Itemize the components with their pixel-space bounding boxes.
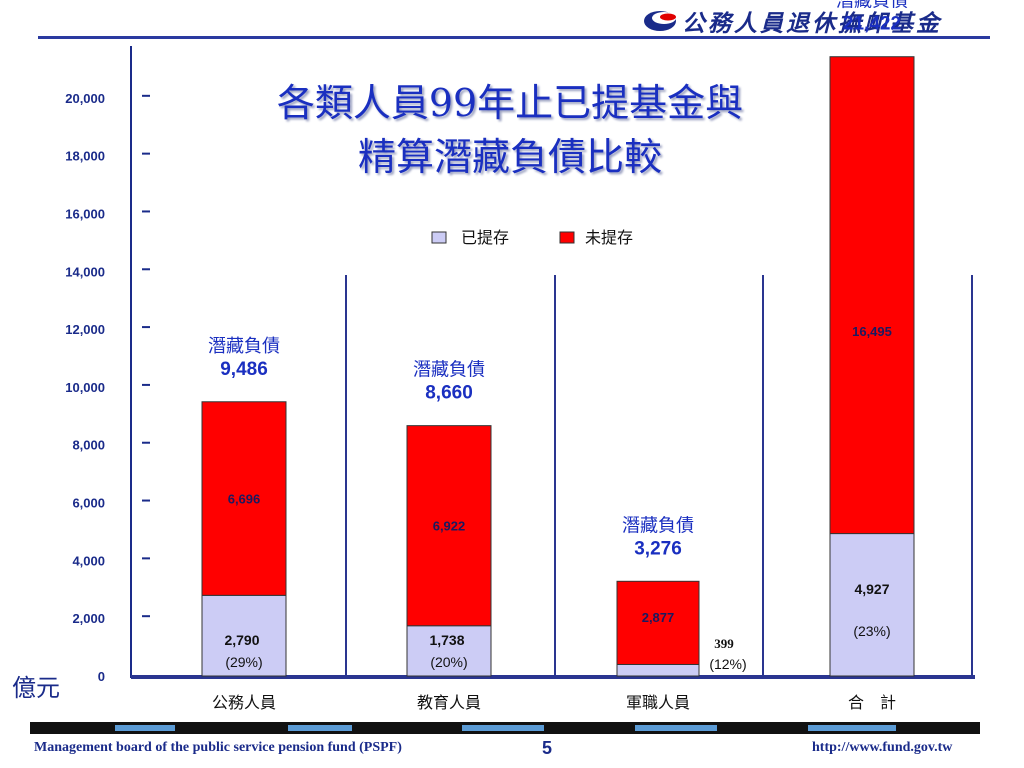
legend-swatch-unfunded [559, 231, 575, 244]
legend-swatch-funded [431, 231, 447, 244]
y-tick-label: 2,000 [72, 611, 105, 626]
total-caption: 潛藏負債 [622, 515, 694, 536]
legend-label-funded: 已提存 [461, 228, 509, 247]
logo-swoosh-icon [644, 11, 676, 31]
y-tick-label: 14,000 [65, 264, 105, 279]
bar-funded-1 [406, 625, 492, 677]
total-caption: 潛藏負債 [836, 0, 908, 12]
page-title: 各類人員99年止已提基金與 精算潛藏負債比較 [170, 76, 850, 184]
y-unit-label: 億元 [12, 674, 60, 702]
funded-pct-label: (29%) [225, 654, 262, 670]
legend-label-unfunded: 未提存 [585, 228, 633, 247]
footer-bar-segment [462, 725, 544, 731]
x-category-label: 軍職人員 [626, 693, 690, 712]
footer-bar-segment [635, 725, 717, 731]
unfunded-value-label: 6,922 [433, 519, 466, 534]
y-tick-label: 16,000 [65, 206, 105, 221]
y-tick-label: 12,000 [65, 322, 105, 337]
y-tick-label: 18,000 [65, 149, 105, 164]
total-caption: 潛藏負債 [208, 336, 280, 357]
x-category-label: 教育人員 [417, 693, 481, 712]
funded-pct-label: (20%) [430, 654, 467, 670]
footer-bar-segment [115, 725, 175, 731]
footer-organization: Management board of the public service p… [34, 740, 402, 755]
total-value: 8,660 [425, 383, 473, 404]
funded-value-label: 4,927 [854, 581, 889, 597]
y-tick-label: 4,000 [72, 553, 105, 568]
footer-bar-segment [808, 725, 896, 731]
bar-funded-2 [616, 663, 700, 677]
total-value: 3,276 [634, 538, 682, 559]
bar-unfunded-0 [201, 401, 287, 596]
page-number: 5 [542, 738, 553, 758]
title-line-1: 各類人員99年止已提基金與 [276, 81, 744, 125]
y-tick-label: 0 [98, 669, 105, 684]
bar-unfunded-3 [829, 56, 915, 535]
title-line-2: 精算潛藏負債比較 [357, 135, 662, 179]
unfunded-value-label: 16,495 [852, 324, 892, 339]
unfunded-value-label: 6,696 [228, 492, 261, 507]
x-category-label: 公務人員 [212, 693, 276, 712]
logo-text: 公務人員退休撫卹基金 [682, 10, 942, 37]
footer-url[interactable]: http://www.fund.gov.tw [812, 740, 953, 755]
bar-funded-3 [829, 533, 915, 677]
bar-funded-0 [201, 594, 287, 677]
funded-value-label: 399 [714, 636, 734, 651]
funded-value-label: 2,790 [224, 632, 259, 648]
unfunded-value-label: 2,877 [642, 610, 675, 625]
y-tick-label: 20,000 [65, 91, 105, 106]
bar-unfunded-1 [406, 425, 492, 627]
y-tick-label: 6,000 [72, 496, 105, 511]
y-tick-label: 10,000 [65, 380, 105, 395]
footer-bar [30, 722, 980, 734]
funded-value-label: 1,738 [429, 632, 464, 648]
x-category-label: 合 計 [848, 693, 896, 712]
total-caption: 潛藏負債 [413, 360, 485, 381]
funded-pct-label: (12%) [709, 656, 746, 672]
footer-bar-segment [288, 725, 352, 731]
header-logo: 公務人員退休撫卹基金 [640, 4, 1020, 37]
total-value: 9,486 [220, 359, 268, 380]
header-divider [38, 36, 990, 39]
total-value: 21,422 [843, 14, 901, 35]
funded-pct-label: (23%) [853, 623, 890, 639]
y-tick-label: 8,000 [72, 438, 105, 453]
bar-unfunded-2 [616, 580, 700, 665]
